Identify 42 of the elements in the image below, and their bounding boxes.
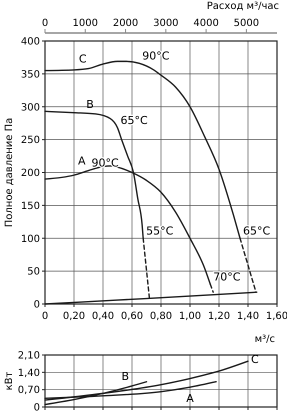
x-tick-label: 1,40 — [236, 311, 260, 322]
y-tick-label: 50 — [27, 266, 40, 278]
annotation: 90°C — [142, 49, 170, 62]
x2-tick-label: 2000 — [112, 18, 138, 29]
y-axis-title: Полное давление Па — [4, 118, 15, 228]
x-tick-label: 0 — [42, 311, 48, 322]
y-tick-label: 150 — [20, 200, 40, 212]
annotation: 90°C — [92, 156, 119, 170]
x-tick-label: 0,80 — [150, 311, 172, 322]
x-tick-label: 1,20 — [208, 311, 230, 322]
x-axis-title: м³/с — [254, 334, 275, 345]
series-label: C — [78, 52, 87, 66]
x2-axis-title: Расход м³/час — [206, 1, 279, 12]
x-tick-label: 0,60 — [120, 311, 144, 322]
y-axis-title: кВт — [4, 371, 15, 390]
annotation: 65°C — [243, 224, 271, 238]
y-tick-label: 0 — [34, 402, 40, 414]
x-tick-label: 0,20 — [62, 311, 86, 322]
y-tick-label: 2,10 — [18, 350, 40, 362]
annotation: 70°C — [213, 270, 241, 284]
x2-tick-label: 5000 — [234, 18, 260, 29]
series-label: C — [251, 353, 259, 366]
y-tick-label: 1,40 — [18, 368, 40, 379]
series-label: B — [121, 370, 129, 383]
x-tick-label: 0,40 — [92, 311, 114, 322]
x2-tick-label: 0 — [42, 18, 48, 29]
x2-tick-label: 4000 — [193, 18, 219, 29]
y-tick-label: 400 — [20, 36, 40, 48]
x-tick-label: 1,00 — [178, 311, 202, 322]
y-tick-label: 100 — [20, 234, 40, 245]
x2-tick-label: 1000 — [72, 18, 98, 29]
y-tick-label: 0,70 — [18, 385, 40, 396]
y-tick-label: 250 — [20, 135, 40, 146]
y-tick-label: 0 — [34, 300, 40, 310]
annotation: 55°C — [146, 224, 174, 238]
series-label: A — [186, 392, 194, 406]
y-tick-label: 350 — [20, 69, 40, 80]
annotation: 65°C — [120, 114, 148, 127]
x2-tick-label: 3000 — [153, 18, 179, 29]
series-label: A — [78, 154, 86, 168]
y-tick-label: 200 — [20, 168, 40, 179]
y-tick-label: 300 — [20, 102, 40, 114]
